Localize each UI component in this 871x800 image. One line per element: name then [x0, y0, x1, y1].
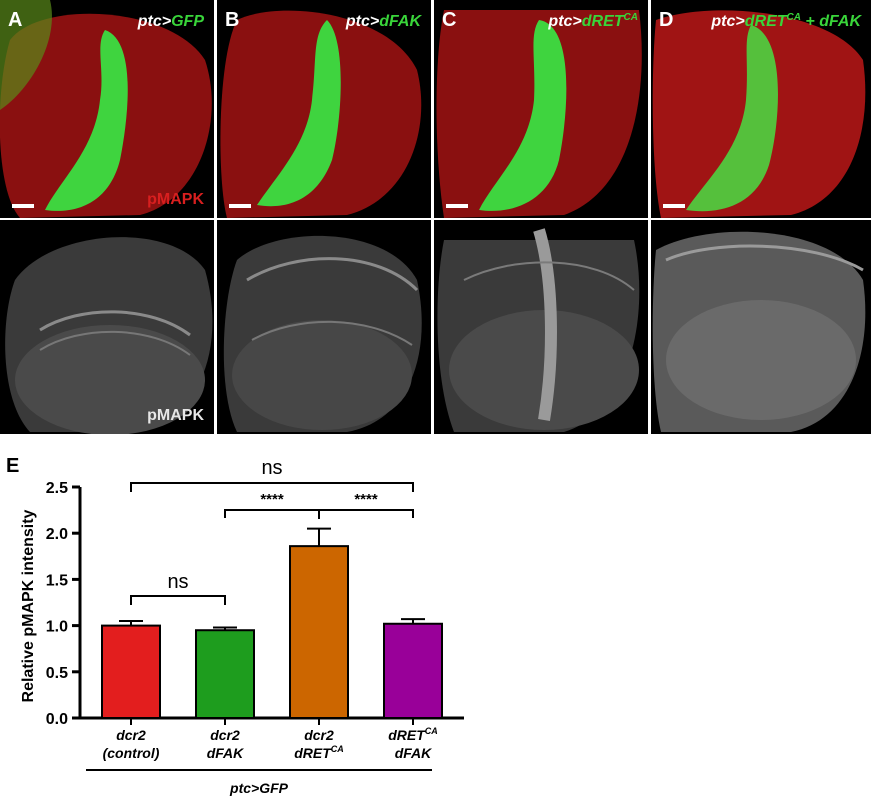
micrograph-b-pmapk — [217, 220, 431, 434]
y-tick-label: 2.5 — [46, 480, 68, 497]
stain-label: pMAPK — [147, 191, 204, 208]
y-tick-label: 2.0 — [46, 526, 68, 543]
category-label-line1: dRETCA — [388, 726, 438, 743]
significance-label: **** — [354, 491, 378, 508]
category-label-line1: dcr2 — [304, 727, 334, 743]
micrograph-d-merge: D ptc>dRETCA + dFAK — [651, 0, 871, 218]
wing-disc-gray-b — [217, 220, 431, 434]
scale-bar — [229, 204, 251, 208]
panel-letter: A — [8, 9, 23, 31]
stain-label: pMAPK — [147, 407, 204, 424]
wing-disc-gray-a — [0, 220, 214, 434]
wing-disc-image-b — [217, 0, 431, 218]
scale-bar — [663, 204, 685, 208]
scale-bar — [12, 204, 34, 208]
genotype-label: ptc>dFAK — [345, 13, 421, 30]
micrograph-a-merge: A ptc>GFP pMAPK — [0, 0, 214, 218]
wing-disc-gray-d — [651, 220, 871, 434]
genotype-label: ptc>GFP — [137, 13, 204, 30]
significance-label: ns — [167, 571, 188, 593]
y-tick-label: 1.0 — [46, 619, 68, 636]
y-tick-label: 1.5 — [46, 572, 68, 589]
category-label-line2: dFAK — [207, 745, 244, 761]
panel-letter: D — [659, 9, 674, 31]
bar-chart: E Relative pMAPK intensity 0.0 0.5 1.0 1.5 2… — [6, 455, 464, 796]
panel-letter: C — [442, 9, 457, 31]
micrograph-c-merge: C ptc>dRETCA — [434, 0, 648, 218]
category-label-line1: dcr2 — [210, 727, 240, 743]
group-label: ptc>GFP — [229, 780, 289, 796]
micrograph-d-pmapk — [651, 220, 871, 434]
micrograph-b-merge: B ptc>dFAK — [217, 0, 431, 218]
genotype-label: ptc>dRETCA — [548, 12, 638, 30]
category-label-line2: dFAK — [395, 745, 432, 761]
bar — [101, 624, 161, 720]
significance-label: ns — [261, 457, 282, 479]
scale-bar — [446, 204, 468, 208]
micrograph-c-pmapk — [434, 220, 648, 434]
category-label-line2: (control) — [103, 745, 160, 761]
panel-letter: B — [225, 9, 240, 31]
wing-disc-gray-c — [434, 220, 648, 434]
micrograph-a-pmapk: pMAPK — [0, 220, 214, 434]
wing-disc-image-c — [434, 0, 648, 218]
significance-bracket — [130, 595, 226, 605]
y-tick-label: 0.5 — [46, 665, 68, 682]
category-label-line1: dcr2 — [116, 727, 146, 743]
y-tick-label: 0.0 — [46, 711, 68, 728]
genotype-label: ptc>dRETCA + dFAK — [711, 12, 861, 30]
bar — [195, 629, 255, 719]
bar — [383, 622, 443, 719]
wing-disc-image-a — [0, 0, 214, 218]
category-label-line2: dRETCA — [294, 744, 344, 761]
panel-letter: E — [6, 455, 19, 477]
wing-disc-image-d — [651, 0, 871, 218]
significance-label: **** — [260, 491, 284, 508]
bar — [289, 545, 349, 719]
y-axis-label: Relative pMAPK intensity — [20, 509, 37, 702]
significance-bracket — [130, 482, 414, 492]
